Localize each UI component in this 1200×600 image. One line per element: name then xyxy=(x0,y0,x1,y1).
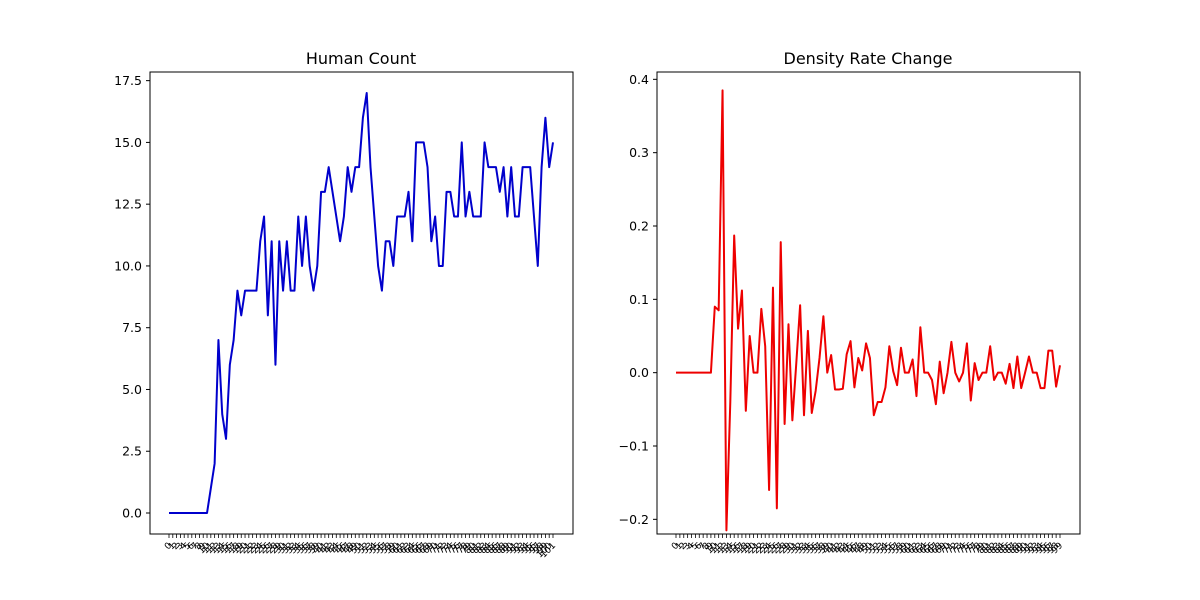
x-tick-label: 8 xyxy=(701,541,712,552)
x-tick-label: 6 xyxy=(693,541,704,552)
y-tick-label: 7.5 xyxy=(122,320,142,335)
chart-title: Human Count xyxy=(306,49,416,68)
y-tick-label: 0.4 xyxy=(629,72,649,87)
y-tick-label: −0.1 xyxy=(619,439,649,454)
y-tick-label: 15.0 xyxy=(114,135,142,150)
x-tick-label: 3 xyxy=(682,541,693,552)
x-tick-label: 9 xyxy=(197,541,208,552)
y-tick-label: 0.0 xyxy=(122,506,142,521)
x-tick-label: 9 xyxy=(705,541,716,552)
y-tick-label: 5.0 xyxy=(122,382,142,397)
plot-frame xyxy=(656,71,1081,535)
chart-human-count: Human Count 0.0 2.5 5.0 7.5 10.0 12.5 15.0 17.5… xyxy=(114,49,574,560)
y-tick-label: 2.5 xyxy=(122,444,142,459)
x-tick-label: 2 xyxy=(678,541,689,552)
y-tick-label: 0.0 xyxy=(629,365,649,380)
x-tick-label: 5 xyxy=(182,541,193,552)
y-tick-label: 0.3 xyxy=(629,145,649,160)
y-tick-label: 17.5 xyxy=(114,73,142,88)
x-tick-label: 6 xyxy=(186,541,197,552)
x-tick-label: 7 xyxy=(697,541,708,552)
y-tick-label: −0.2 xyxy=(619,512,649,527)
chart-title: Density Rate Change xyxy=(784,49,953,68)
x-tick-label: 0 xyxy=(163,541,174,552)
x-tick-label: 0 xyxy=(670,541,681,552)
x-tick-label: 2 xyxy=(171,541,182,552)
x-tick-label: 7 xyxy=(190,541,201,552)
y-tick-label: 12.5 xyxy=(114,197,142,212)
y-tick-label: 10.0 xyxy=(114,258,142,273)
x-tick-label: 3 xyxy=(174,541,185,552)
series-line xyxy=(676,89,1061,532)
x-tick-label: 4 xyxy=(686,541,697,552)
y-tick-label: 0.2 xyxy=(629,219,649,234)
chart-density-rate-change: Density Rate Change −0.2 −0.1 0.0 0.1 0.2 0.3… xyxy=(619,49,1081,556)
x-tick-label: 5 xyxy=(689,541,700,552)
x-tick-label: 4 xyxy=(178,541,189,552)
series-line xyxy=(169,92,554,514)
x-tick-label: 1 xyxy=(167,541,178,552)
x-tick-label: 8 xyxy=(193,541,204,552)
y-tick-label: 0.1 xyxy=(629,292,649,307)
x-tick-label: 1 xyxy=(674,541,685,552)
plot-frame xyxy=(149,71,574,535)
